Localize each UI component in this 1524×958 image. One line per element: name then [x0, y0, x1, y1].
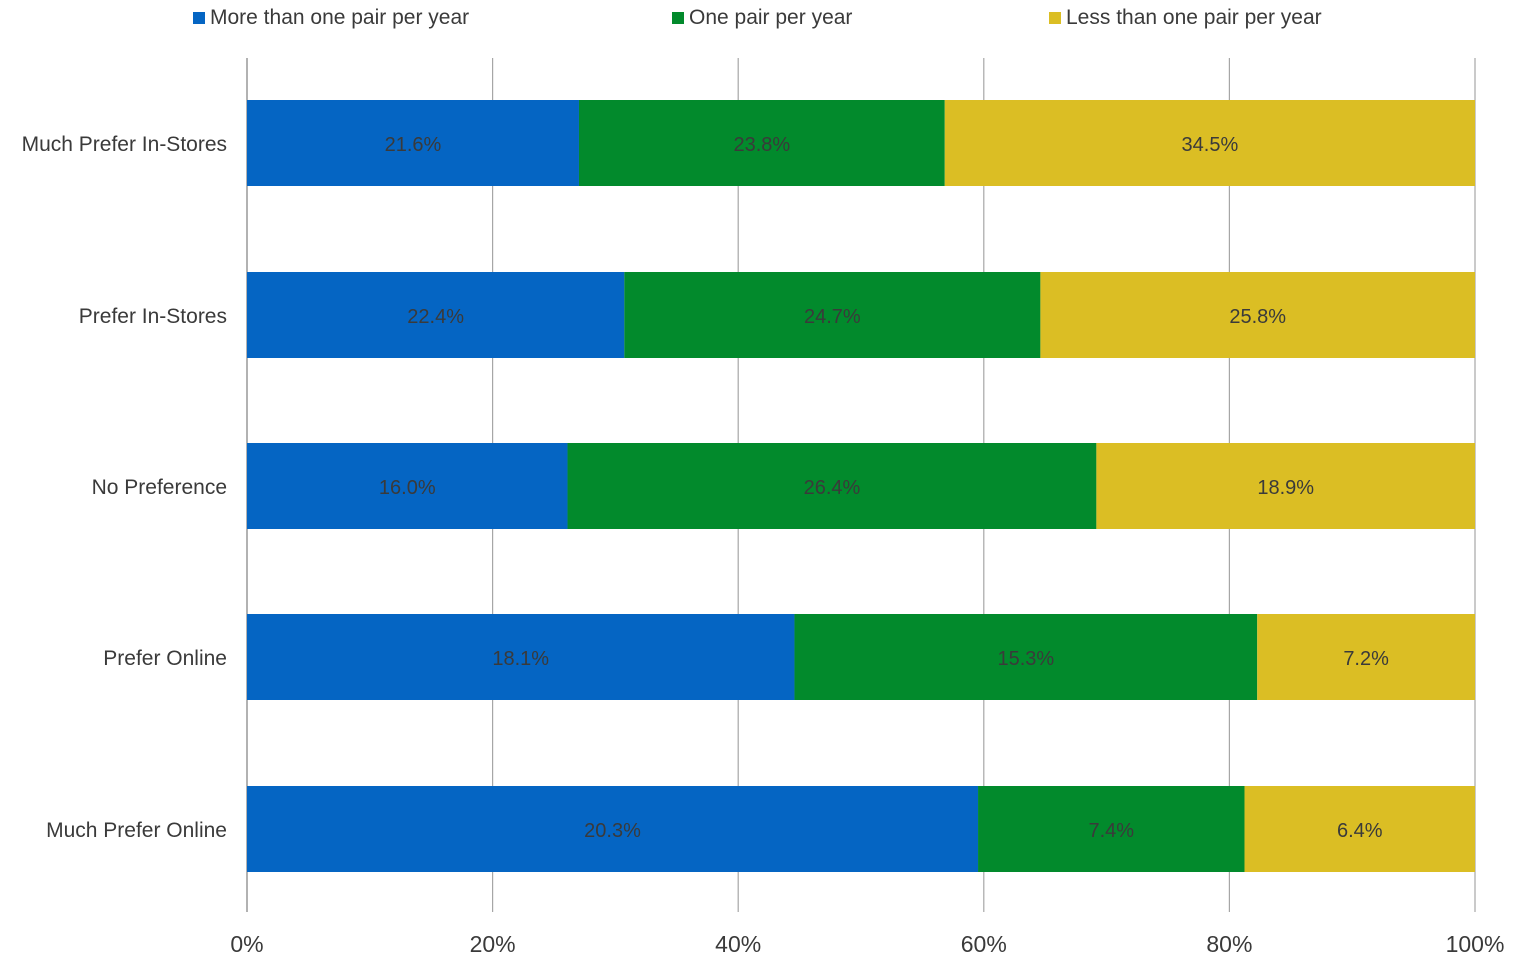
legend-item-series-1: One pair per year — [672, 4, 852, 32]
x-tick-label: 0% — [230, 931, 263, 957]
legend-label-series-1: One pair per year — [689, 6, 853, 29]
data-label: 26.4% — [804, 477, 861, 499]
legend-item-series-0: More than one pair per year — [193, 4, 469, 32]
legend-swatch-series-0 — [193, 12, 205, 24]
data-label: 24.7% — [804, 306, 861, 328]
legend-swatch-series-2 — [1049, 12, 1061, 24]
x-tick-label: 40% — [715, 931, 761, 957]
data-label: 20.3% — [584, 820, 641, 842]
y-category-label: Prefer Online — [103, 647, 227, 670]
bar-segment — [247, 443, 568, 529]
x-tick-label: 100% — [1446, 931, 1505, 957]
y-category-label: Prefer In-Stores — [79, 305, 227, 328]
y-category-label: Much Prefer Online — [46, 819, 227, 842]
data-label: 7.4% — [1088, 820, 1134, 842]
bar-segment — [247, 786, 979, 872]
data-label: 25.8% — [1229, 306, 1286, 328]
bar-segment — [978, 786, 1245, 872]
bar-segment — [944, 100, 1475, 186]
x-tick-label: 20% — [470, 931, 516, 957]
data-label: 7.2% — [1343, 648, 1389, 670]
bar-segment — [624, 272, 1041, 358]
bar-segment — [1096, 443, 1475, 529]
y-category-label: No Preference — [92, 476, 227, 499]
bar-segment — [578, 100, 945, 186]
bar-segment — [1257, 614, 1475, 700]
bar-segment — [567, 443, 1097, 529]
legend-label-series-0: More than one pair per year — [210, 6, 470, 29]
data-label: 22.4% — [407, 306, 464, 328]
data-label: 34.5% — [1182, 134, 1239, 156]
data-label: 18.9% — [1257, 477, 1314, 499]
bar-segment — [1040, 272, 1475, 358]
bar-segment — [794, 614, 1258, 700]
data-label: 23.8% — [734, 134, 791, 156]
data-label: 21.6% — [385, 134, 442, 156]
data-label: 18.1% — [492, 648, 549, 670]
bar-segment — [1244, 786, 1475, 872]
bar-segment — [247, 100, 579, 186]
data-label: 6.4% — [1337, 820, 1383, 842]
data-label: 15.3% — [997, 648, 1054, 670]
legend-swatch-series-1 — [672, 12, 684, 24]
bar-segment — [247, 272, 625, 358]
legend-label-series-2: Less than one pair per year — [1066, 6, 1322, 29]
legend-item-series-2: Less than one pair per year — [1049, 4, 1322, 32]
x-tick-label: 60% — [961, 931, 1007, 957]
legend: More than one pair per year One pair per… — [0, 4, 1524, 32]
y-category-label: Much Prefer In-Stores — [22, 133, 227, 156]
data-label: 16.0% — [379, 477, 436, 499]
bar-segment — [247, 614, 795, 700]
x-tick-label: 80% — [1206, 931, 1252, 957]
